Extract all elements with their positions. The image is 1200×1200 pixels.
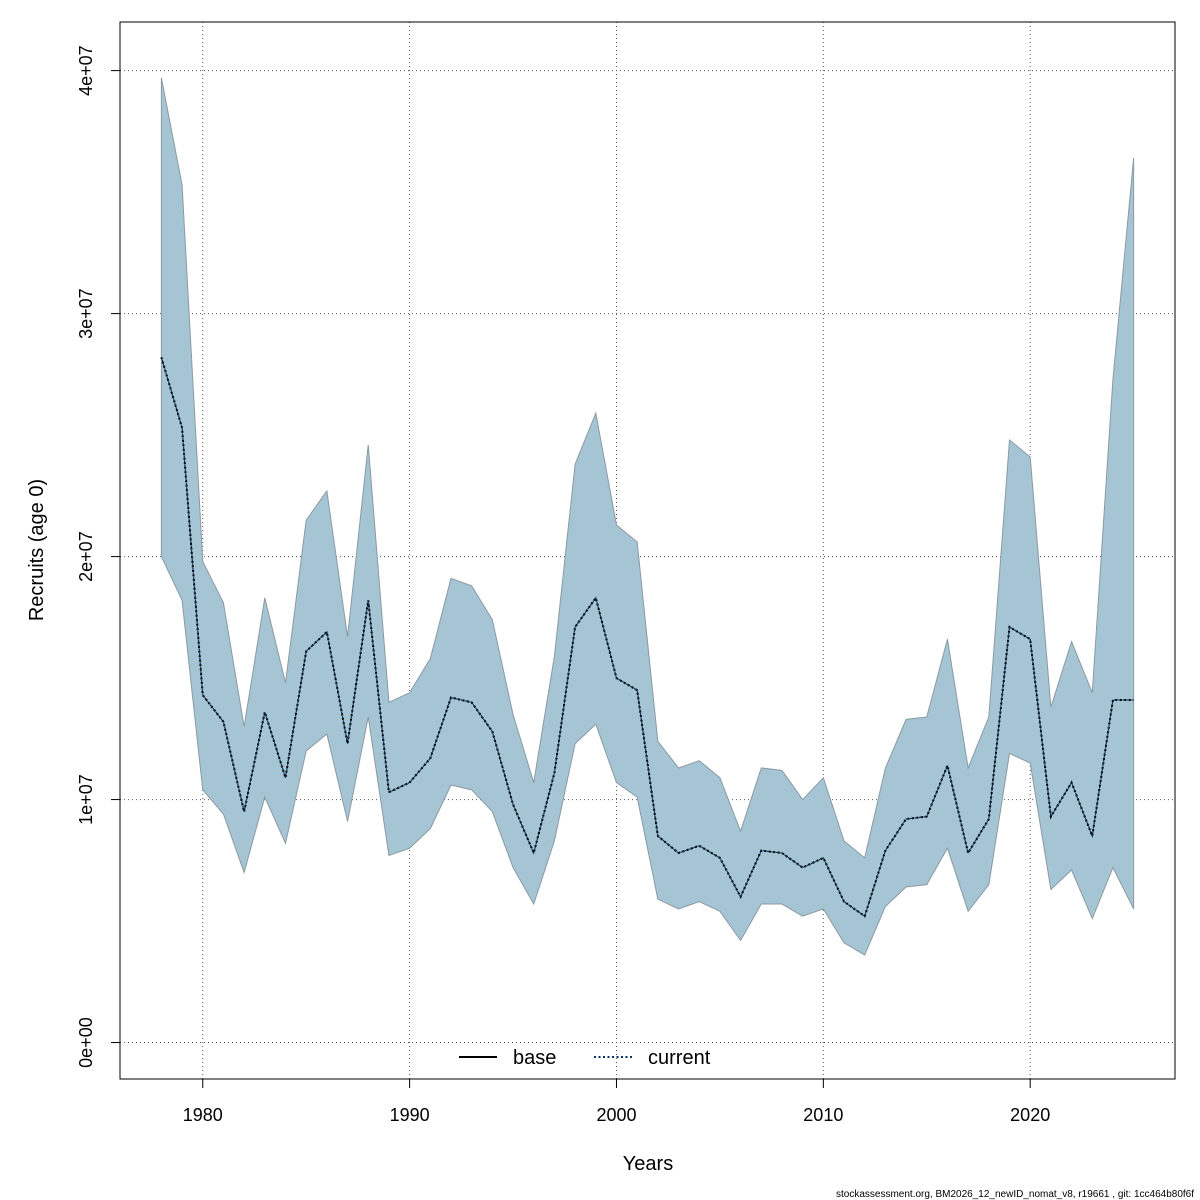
y-tick-label-2: 2e+07 xyxy=(76,531,96,582)
series-lines xyxy=(160,357,1134,918)
plot-frame xyxy=(119,21,1176,1080)
legend-label-current: current xyxy=(648,1047,711,1069)
x-axis: 1980 1990 2000 2010 2020 xyxy=(183,1079,1050,1125)
x-tick-label-2000: 2000 xyxy=(596,1105,636,1125)
x-tick-label-1980: 1980 xyxy=(183,1105,223,1125)
x-tick-label-1990: 1990 xyxy=(390,1105,430,1125)
footer-note: stockassessment.org, BM2026_12_newID_nom… xyxy=(836,1189,1194,1200)
y-tick-label-0: 0e+00 xyxy=(76,1017,96,1068)
x-tick-label-2020: 2020 xyxy=(1010,1105,1050,1125)
confidence-band-area xyxy=(160,77,1135,956)
legend: base current xyxy=(459,1047,711,1069)
y-tick-label-1: 1e+07 xyxy=(76,774,96,825)
series-line-current xyxy=(160,357,1134,918)
confidence-band xyxy=(160,77,1135,956)
legend-label-base: base xyxy=(513,1047,556,1069)
x-axis-title: Years xyxy=(623,1153,673,1175)
x-tick-label-2010: 2010 xyxy=(803,1105,843,1125)
y-tick-label-3: 3e+07 xyxy=(76,288,96,339)
y-tick-label-4: 4e+07 xyxy=(76,45,96,96)
y-axis-title: Recruits (age 0) xyxy=(26,479,48,621)
series-line-current-overlay xyxy=(160,357,1134,918)
y-axis: 0e+00 1e+07 2e+07 3e+07 4e+07 xyxy=(76,45,120,1068)
